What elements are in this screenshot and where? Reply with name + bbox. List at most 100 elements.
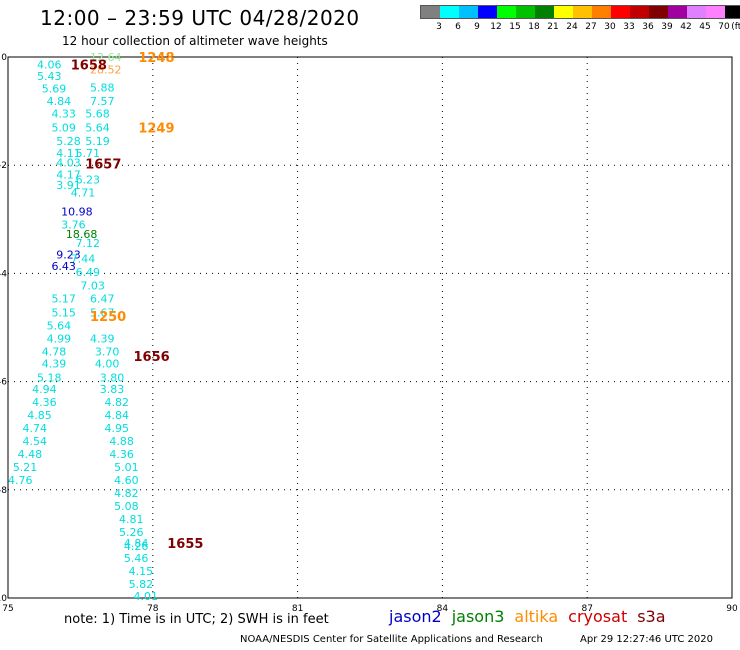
legend-swatch (478, 6, 497, 18)
data-point-label: 6.49 (76, 266, 101, 279)
chart-subtitle: 12 hour collection of altimeter wave hei… (62, 34, 328, 48)
legend-swatch (668, 6, 687, 18)
data-point-label: 4.82 (105, 396, 129, 409)
data-point-label: 6.23 (76, 173, 101, 186)
legend-label: 36 (642, 22, 654, 32)
legend-label: 3 (436, 22, 442, 32)
footer-note: note: 1) Time is in UTC; 2) SWH is in fe… (64, 612, 329, 627)
legend-label: 15 (509, 22, 521, 32)
data-point-label: 4.26 (124, 540, 149, 553)
plot-frame (7, 56, 733, 599)
y-tick-label: 0 (1, 53, 7, 63)
legend-swatches (420, 5, 740, 19)
pass-time-label: 1248 (138, 51, 174, 66)
x-tick-label: 75 (2, 604, 13, 614)
legend-swatch (706, 6, 725, 18)
data-point-label: 4.48 (18, 448, 43, 461)
x-tick-label: 87 (581, 604, 592, 614)
legend-label: 30 (604, 22, 616, 32)
data-point-label: 5.68 (85, 107, 110, 120)
data-point-label: 4.95 (105, 422, 129, 435)
data-point-label: 4.84 (47, 95, 72, 108)
data-point-label: 3.76 (61, 219, 86, 232)
data-point-label: 5.15 (51, 306, 76, 319)
data-point-label: 5.82 (129, 578, 154, 591)
footer-generated-date: Apr 29 12:27:46 UTC 2020 (580, 634, 713, 645)
data-point-label: 7.57 (90, 95, 115, 108)
data-point-label: 5.17 (51, 292, 76, 305)
data-point-label: 4.36 (32, 396, 57, 409)
data-point-label: 5.43 (37, 70, 62, 83)
data-point-label: 28.52 (90, 63, 122, 76)
data-point-label: 5.01 (114, 461, 139, 474)
pass-time-label: 1250 (90, 310, 126, 325)
data-point-label: 4.84 (105, 409, 129, 422)
data-point-label: 5.69 (42, 82, 67, 95)
data-point-label: 4.15 (129, 565, 154, 578)
legend-swatch (630, 6, 649, 18)
data-point-label: 3.80 (100, 371, 125, 384)
data-point-label: 5.08 (114, 500, 139, 513)
data-point-label: 6.47 (90, 292, 115, 305)
pass-time-label: 1655 (167, 537, 203, 552)
data-point-label: 4.03 (56, 156, 80, 169)
legend-swatch (687, 6, 706, 18)
legend-label: 27 (585, 22, 597, 32)
satellite-legend-item: altika (514, 607, 559, 626)
legend-swatch (535, 6, 554, 18)
legend-label: 45 (699, 22, 711, 32)
data-point-label: 7.12 (76, 237, 101, 250)
chart-title: 12:00 – 23:59 UTC 04/28/2020 (40, 6, 360, 30)
satellite-legend-item: jason2 (389, 607, 442, 626)
x-tick-label: 84 (437, 604, 449, 614)
legend-label: 21 (547, 22, 559, 32)
legend-label: 33 (623, 22, 635, 32)
data-point-label: 4.06 (37, 59, 62, 72)
data-point-label: 4.88 (109, 435, 134, 448)
satellite-legend-item: jason3 (451, 607, 505, 626)
legend-label: 12 (490, 22, 502, 32)
y-tick-label: -6 (0, 378, 7, 388)
data-point-label: 4.85 (27, 409, 52, 422)
data-point-label: 5.28 (56, 135, 80, 148)
legend-label: 70 (718, 22, 730, 32)
data-point-label: 4.01 (133, 590, 158, 603)
legend-label: 6 (455, 22, 461, 32)
data-point-label: 5.19 (85, 135, 110, 148)
data-point-label: 4.33 (51, 107, 76, 120)
legend-label: 18 (528, 22, 540, 32)
legend-swatch (554, 6, 573, 18)
data-point-label: 4.76 (8, 474, 33, 487)
legend-swatch (611, 6, 630, 18)
data-point-label: 5.26 (119, 526, 144, 539)
data-point-label: 4.78 (42, 345, 67, 358)
data-point-label: 12.64 (90, 51, 122, 64)
data-point-label: 5.21 (13, 461, 38, 474)
y-tick-label: -10 (0, 594, 7, 604)
legend-swatch (725, 6, 740, 18)
data-point-label: 4.84 (124, 537, 149, 550)
legend-label: 39 (661, 22, 673, 32)
data-point-label: 3.70 (95, 345, 120, 358)
data-point-label: 4.39 (42, 358, 67, 371)
data-point-label: 5.18 (37, 371, 62, 384)
x-tick-label: 90 (726, 604, 738, 614)
data-point-label: 7.44 (71, 252, 96, 265)
data-point-label: 4.00 (95, 358, 120, 371)
data-point-label: 5.64 (47, 319, 72, 332)
legend-swatch (573, 6, 592, 18)
data-point-label: 4.99 (47, 332, 72, 345)
x-tick-label: 81 (292, 604, 303, 614)
x-tick-label: 78 (147, 604, 159, 614)
pass-time-label: 1658 (71, 59, 107, 74)
data-point-label: 4.39 (90, 332, 115, 345)
legend-label: 42 (680, 22, 692, 32)
data-point-label: 4.11 (56, 147, 80, 160)
legend-swatch (497, 6, 516, 18)
data-point-label: 5.88 (90, 81, 115, 94)
satellite-legend: jason2 jason3 altika cryosat s3a (389, 607, 676, 626)
data-point-label: 18.68 (66, 228, 98, 241)
data-point-label: 5.67 (90, 306, 115, 319)
satellite-legend-item: cryosat (568, 607, 628, 626)
